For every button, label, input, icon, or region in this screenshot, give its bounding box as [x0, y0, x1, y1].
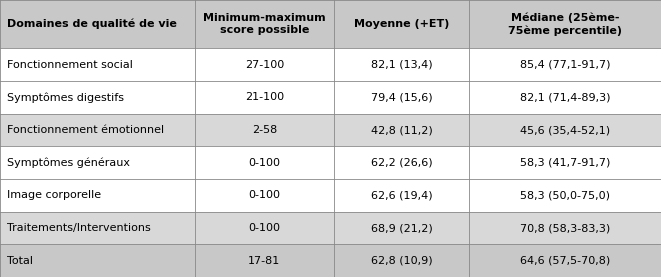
Text: Traitements/Interventions: Traitements/Interventions — [7, 223, 150, 233]
Bar — [0, 48, 661, 81]
Text: 0-100: 0-100 — [249, 190, 280, 200]
Text: 85,4 (77,1-91,7): 85,4 (77,1-91,7) — [520, 60, 610, 70]
Text: Minimum-maximum
score possible: Minimum-maximum score possible — [203, 13, 326, 35]
Text: 70,8 (58,3-83,3): 70,8 (58,3-83,3) — [520, 223, 610, 233]
Bar — [0, 179, 661, 212]
Text: 58,3 (41,7-91,7): 58,3 (41,7-91,7) — [520, 158, 610, 168]
Text: 79,4 (15,6): 79,4 (15,6) — [371, 93, 432, 102]
Bar — [0, 0, 661, 48]
Text: Domaines de qualité de vie: Domaines de qualité de vie — [7, 19, 176, 29]
Text: 21-100: 21-100 — [245, 93, 284, 102]
Text: Image corporelle: Image corporelle — [7, 190, 100, 200]
Text: Total: Total — [7, 256, 32, 266]
Text: 0-100: 0-100 — [249, 223, 280, 233]
Bar — [0, 81, 661, 114]
Text: 64,6 (57,5-70,8): 64,6 (57,5-70,8) — [520, 256, 610, 266]
Text: 62,2 (26,6): 62,2 (26,6) — [371, 158, 432, 168]
Text: 2-58: 2-58 — [252, 125, 277, 135]
Text: 45,6 (35,4-52,1): 45,6 (35,4-52,1) — [520, 125, 610, 135]
Text: 0-100: 0-100 — [249, 158, 280, 168]
Text: Médiane (25ème-
75ème percentile): Médiane (25ème- 75ème percentile) — [508, 12, 622, 36]
Text: 27-100: 27-100 — [245, 60, 284, 70]
Text: 82,1 (13,4): 82,1 (13,4) — [371, 60, 432, 70]
Text: 42,8 (11,2): 42,8 (11,2) — [371, 125, 432, 135]
Text: Moyenne (+ET): Moyenne (+ET) — [354, 19, 449, 29]
Text: Symptômes digestifs: Symptômes digestifs — [7, 92, 124, 103]
Text: Fonctionnement émotionnel: Fonctionnement émotionnel — [7, 125, 164, 135]
Text: 62,6 (19,4): 62,6 (19,4) — [371, 190, 432, 200]
Text: Fonctionnement social: Fonctionnement social — [7, 60, 132, 70]
Bar — [0, 147, 661, 179]
Bar — [0, 114, 661, 147]
Text: 68,9 (21,2): 68,9 (21,2) — [371, 223, 432, 233]
Text: 62,8 (10,9): 62,8 (10,9) — [371, 256, 432, 266]
Text: 17-81: 17-81 — [249, 256, 280, 266]
Bar — [0, 244, 661, 277]
Text: 58,3 (50,0-75,0): 58,3 (50,0-75,0) — [520, 190, 610, 200]
Text: 82,1 (71,4-89,3): 82,1 (71,4-89,3) — [520, 93, 610, 102]
Bar — [0, 212, 661, 244]
Text: Symptômes généraux: Symptômes généraux — [7, 158, 130, 168]
